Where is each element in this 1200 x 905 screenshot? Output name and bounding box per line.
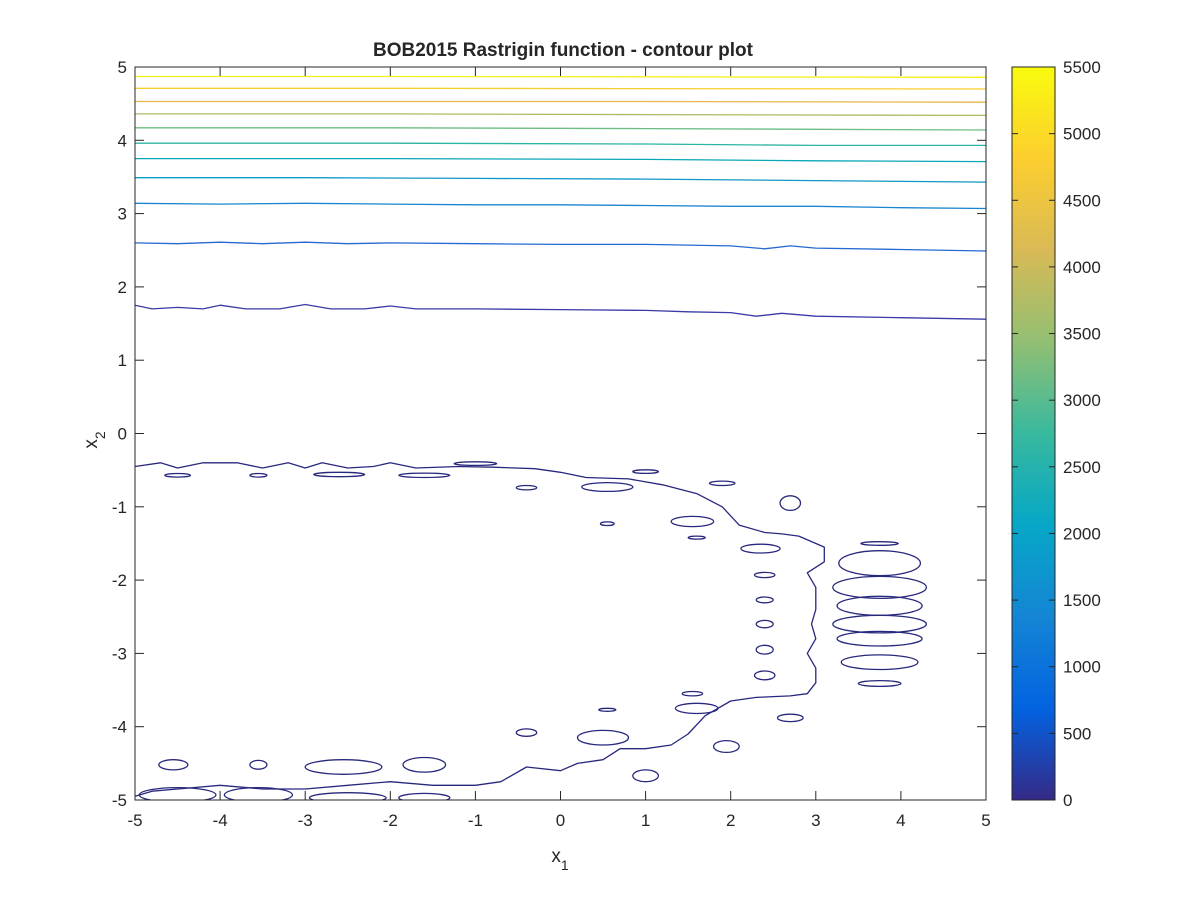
colorbar-tick-label: 500 [1063,724,1091,743]
contour-island [740,543,781,554]
colorbar-tick-label: 1500 [1063,591,1101,610]
y-axis-ticks: -5 -4 -3 -2 -1 0 1 2 3 4 5 [112,58,986,810]
contour-island [598,707,617,712]
contour-island [755,596,774,604]
contour-island [515,728,538,737]
contour-island [249,472,268,478]
y-tick-label: -1 [112,498,127,517]
x-axis-ticks: -5 -4 -3 -2 -1 0 1 2 3 4 5 [127,67,991,830]
contour-island [753,571,776,579]
x-tick-label: -5 [127,811,142,830]
y-tick-label: 3 [118,205,127,224]
y-tick-label: -5 [112,791,127,810]
x-tick-label: 4 [896,811,905,830]
contour-island [632,769,660,783]
contour-island [838,550,922,577]
contour-lines [135,75,986,800]
colorbar-tick-label: 5000 [1063,125,1101,144]
colorbar-tick-label: 3000 [1063,391,1101,410]
contour-island [313,471,366,478]
contour-level-500 [135,303,986,320]
plot-background [135,67,986,800]
contour-island [753,670,776,681]
contour-island [402,756,447,773]
y-axis-label: x2 [81,431,108,449]
y-tick-label: 5 [118,58,127,77]
x-tick-label: -1 [468,811,483,830]
chart-title: BOB2015 Rastrigin function - contour plo… [373,40,754,61]
contour-island [674,702,719,715]
x-tick-label: -4 [213,811,228,830]
contour-level-4000 [135,113,986,117]
colorbar-tick-label: 4500 [1063,191,1101,210]
contour-level-1500 [135,202,986,210]
colorbar-tick-label: 2000 [1063,524,1101,543]
contour-island [712,739,740,754]
contour-island [840,654,919,671]
contour-island [158,759,189,771]
contour-island [832,575,928,600]
contour-island [398,472,451,479]
contour-island [670,515,715,528]
contour-island [776,713,804,723]
y-tick-label: 4 [118,131,127,150]
contour-level-4500 [135,100,986,103]
y-tick-label: -2 [112,571,127,590]
y-tick-label: -3 [112,644,127,663]
contour-island [681,690,704,697]
contour-island [857,679,902,688]
contour-island [398,792,451,800]
x-tick-label: 5 [981,811,990,830]
y-tick-label: -4 [112,718,127,737]
colorbar-tick-label: 1000 [1063,658,1101,677]
colorbar-ticks: 0 500 1000 1500 2000 2500 3000 3500 4000 4500 5000… [1012,58,1101,810]
colorbar-tick-label: 5500 [1063,58,1101,77]
contour-island [308,792,387,800]
contour-island [708,480,736,487]
contour-island [687,535,706,540]
contour-island [515,484,538,491]
colorbar-tick-label: 2500 [1063,458,1101,477]
contour-island [581,481,634,493]
x-tick-label: -3 [298,811,313,830]
x-tick-label: -2 [383,811,398,830]
y-tick-label: 1 [118,351,127,370]
contour-level-5000 [135,87,986,90]
contour-level-1000 [135,241,986,252]
contour-island [755,619,774,629]
contour-island [249,759,268,770]
colorbar-tick-label: 3500 [1063,325,1101,344]
y-tick-label: 2 [118,278,127,297]
x-tick-label: 3 [811,811,820,830]
contour-level-5500 [135,75,986,78]
contour-island [453,461,498,467]
contour-level-2000 [135,177,986,183]
contour-low-boundary [135,462,825,797]
contour-island [223,786,294,800]
contour-island [304,759,383,775]
contour-island [632,469,660,475]
colorbar [1011,66,1056,801]
x-tick-label: 0 [556,811,565,830]
contour-island [860,541,899,546]
contour-island [138,786,217,800]
contour-island [599,521,615,527]
x-axis-label: x1 [551,846,569,873]
colorbar-tick-label: 0 [1063,791,1072,810]
x-tick-label: 1 [641,811,650,830]
contour-level-2500 [135,157,986,163]
contour-island [832,614,928,634]
contour-island [779,495,802,512]
colorbar-tick-label: 4000 [1063,258,1101,277]
contour-level-3500 [135,127,986,131]
contour-island [576,729,630,746]
contour-island [755,644,774,655]
x-tick-label: 2 [726,811,735,830]
contour-level-3000 [135,142,986,147]
y-tick-label: 0 [118,425,127,444]
contour-island [164,472,192,478]
contour-island [836,630,923,647]
